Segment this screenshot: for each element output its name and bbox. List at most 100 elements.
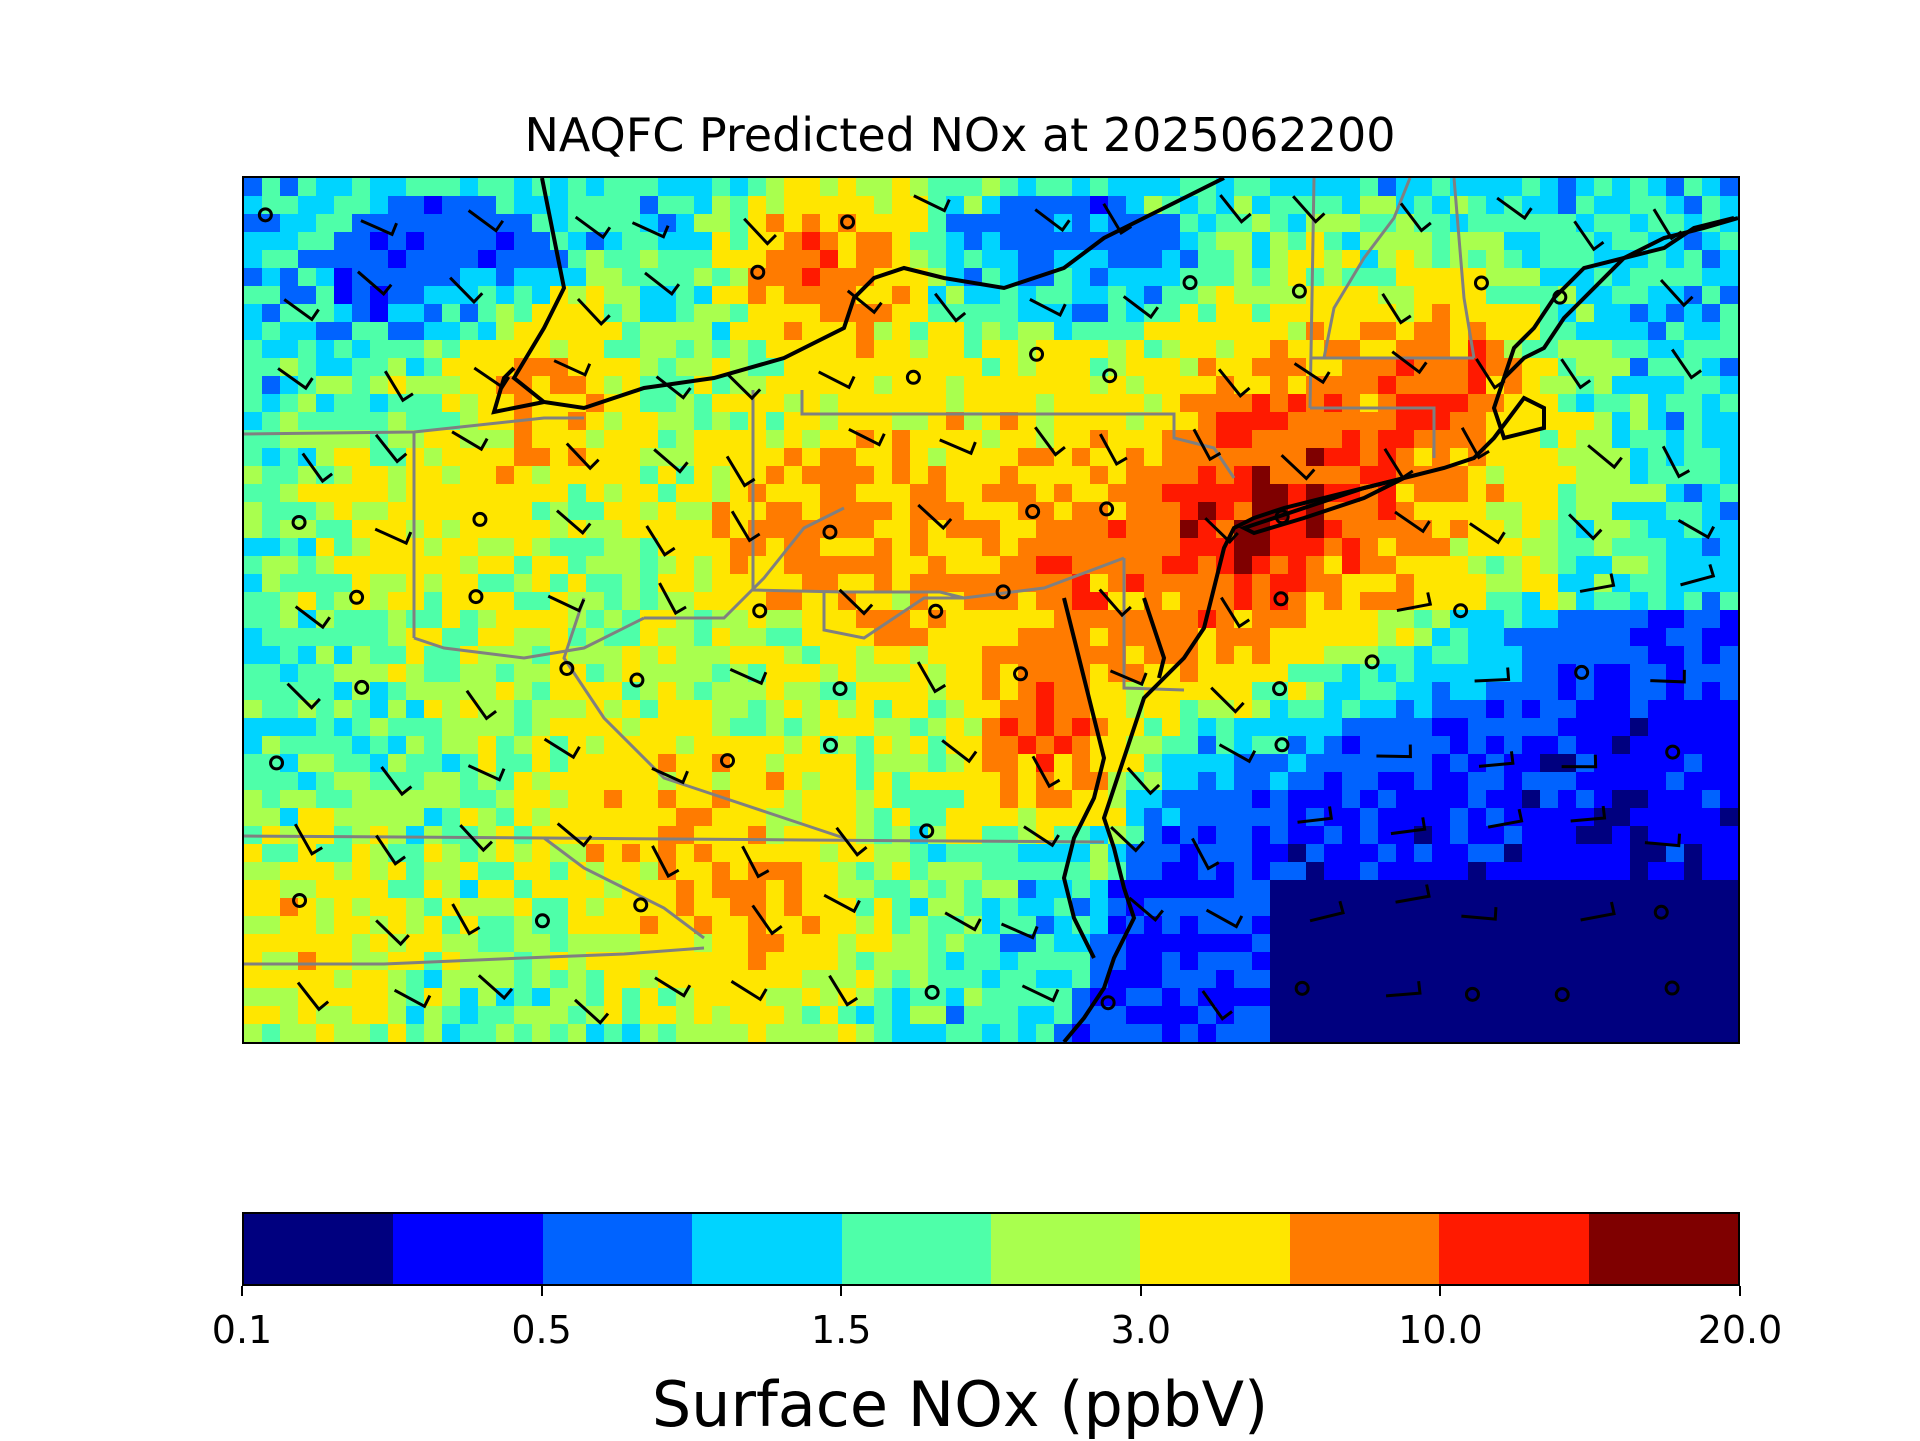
grid-cell xyxy=(1180,214,1199,233)
grid-cell xyxy=(1450,340,1469,359)
grid-cell xyxy=(1486,250,1505,269)
grid-cell xyxy=(586,286,605,305)
grid-cell xyxy=(1198,520,1217,539)
grid-cell xyxy=(1396,952,1415,971)
grid-cell xyxy=(460,880,479,899)
grid-cell xyxy=(316,1024,335,1042)
grid-cell xyxy=(982,988,1001,1007)
grid-cell xyxy=(982,574,1001,593)
grid-cell xyxy=(1396,484,1415,503)
grid-cell xyxy=(820,502,839,521)
grid-cell xyxy=(370,826,389,845)
grid-cell xyxy=(1252,772,1271,791)
grid-cell xyxy=(586,718,605,737)
grid-cell xyxy=(1396,772,1415,791)
grid-cell xyxy=(334,268,353,287)
grid-cell xyxy=(874,718,893,737)
grid-cell xyxy=(640,1006,659,1025)
grid-cell xyxy=(334,718,353,737)
grid-cell xyxy=(874,376,893,395)
grid-cell xyxy=(856,340,875,359)
grid-cell xyxy=(514,934,533,953)
grid-cell xyxy=(262,484,281,503)
grid-cell xyxy=(1360,376,1379,395)
grid-cell xyxy=(460,1024,479,1042)
grid-cell xyxy=(1396,574,1415,593)
grid-cell xyxy=(946,466,965,485)
grid-cell xyxy=(262,880,281,899)
grid-cell xyxy=(1270,898,1289,917)
grid-cell xyxy=(1396,700,1415,719)
grid-cell xyxy=(1486,970,1505,989)
grid-cell xyxy=(1306,862,1325,881)
grid-cell xyxy=(658,790,677,809)
grid-cell xyxy=(820,304,839,323)
wind-barb xyxy=(1469,522,1506,545)
grid-cell xyxy=(316,394,335,413)
grid-cell xyxy=(712,250,731,269)
grid-cell xyxy=(982,466,1001,485)
grid-cell xyxy=(1522,502,1541,521)
grid-cell xyxy=(1540,178,1559,197)
grid-cell xyxy=(1180,736,1199,755)
grid-cell xyxy=(730,340,749,359)
grid-cell xyxy=(1468,1024,1487,1042)
grid-cell xyxy=(316,628,335,647)
grid-cell xyxy=(982,880,1001,899)
grid-cell xyxy=(910,718,929,737)
grid-cell xyxy=(298,484,317,503)
grid-cell xyxy=(802,484,821,503)
grid-cell xyxy=(334,610,353,629)
grid-cell xyxy=(1558,844,1577,863)
grid-cell xyxy=(352,520,371,539)
grid-cell xyxy=(1450,556,1469,575)
grid-cell xyxy=(262,970,281,989)
grid-cell xyxy=(1216,394,1235,413)
grid-cell xyxy=(1540,916,1559,935)
wind-barb xyxy=(653,448,689,474)
grid-cell xyxy=(1072,952,1091,971)
grid-cell xyxy=(352,430,371,449)
grid-cell xyxy=(514,592,533,611)
grid-cell xyxy=(262,268,281,287)
grid-cell xyxy=(1162,538,1181,557)
grid-cell xyxy=(1126,826,1145,845)
grid-cell xyxy=(802,700,821,719)
grid-cell xyxy=(1630,646,1649,665)
grid-cell xyxy=(1450,304,1469,323)
nox-concentration-field xyxy=(244,178,1738,1042)
calm-wind-circle xyxy=(468,589,484,605)
grid-cell xyxy=(1432,664,1451,683)
grid-cell xyxy=(1234,592,1253,611)
wind-barb xyxy=(283,298,320,322)
calm-wind-circle xyxy=(1554,987,1570,1003)
grid-cell xyxy=(1576,844,1595,863)
grid-cell xyxy=(802,880,821,899)
grid-cell xyxy=(334,448,353,467)
grid-cell xyxy=(694,412,713,431)
grid-cell xyxy=(1162,214,1181,233)
wind-barb xyxy=(1034,426,1066,457)
grid-cell xyxy=(1720,754,1738,773)
grid-cell xyxy=(1648,178,1667,197)
grid-cell xyxy=(1450,808,1469,827)
grid-cell xyxy=(352,880,371,899)
grid-cell xyxy=(1468,358,1487,377)
grid-cell xyxy=(1288,358,1307,377)
grid-cell xyxy=(406,250,425,269)
grid-cell xyxy=(586,448,605,467)
grid-cell xyxy=(1504,970,1523,989)
grid-cell xyxy=(928,844,947,863)
grid-cell xyxy=(1720,574,1738,593)
grid-cell xyxy=(766,268,785,287)
grid-cell xyxy=(856,988,875,1007)
grid-cell xyxy=(1720,952,1738,971)
grid-cell xyxy=(748,322,767,341)
grid-cell xyxy=(1666,538,1685,557)
grid-cell xyxy=(1432,178,1451,197)
grid-cell xyxy=(892,196,911,215)
grid-cell xyxy=(424,520,443,539)
grid-cell xyxy=(298,718,317,737)
grid-cell xyxy=(1270,610,1289,629)
grid-cell xyxy=(1378,700,1397,719)
